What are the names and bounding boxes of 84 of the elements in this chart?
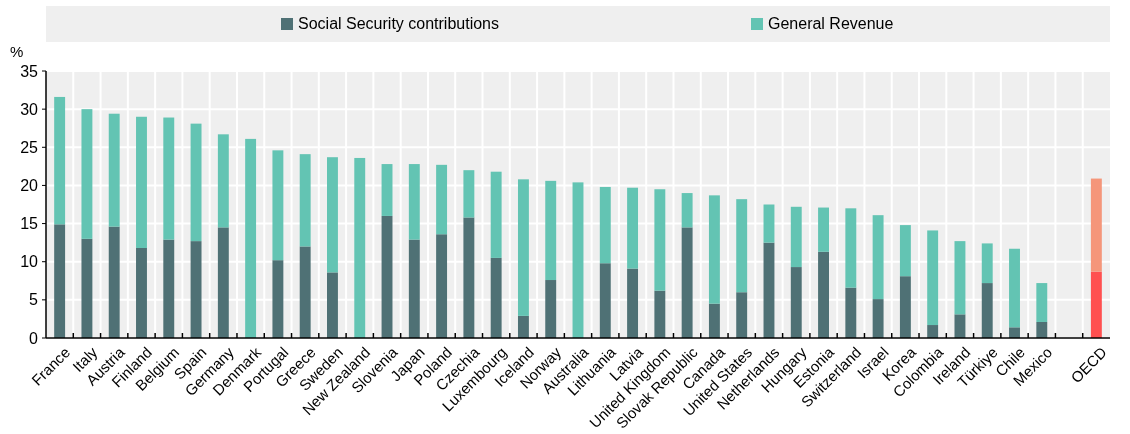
bar xyxy=(1090,271,1102,338)
bar xyxy=(545,180,557,281)
bar xyxy=(217,134,229,228)
bar xyxy=(572,182,584,338)
bar xyxy=(1009,327,1020,338)
bar xyxy=(654,290,666,338)
bar xyxy=(190,123,202,242)
bar xyxy=(708,303,720,338)
bar xyxy=(436,164,448,235)
y-axis-title: % xyxy=(10,43,24,60)
bar xyxy=(627,268,639,338)
bar xyxy=(872,299,884,338)
bar xyxy=(272,150,284,261)
bar xyxy=(463,217,475,338)
bar xyxy=(1009,248,1020,328)
bar xyxy=(599,263,611,338)
bar xyxy=(818,207,829,252)
y-tick-label: 0 xyxy=(29,329,39,347)
bar xyxy=(954,241,966,315)
y-tick-label: 10 xyxy=(20,253,39,271)
y-tick-label: 35 xyxy=(20,62,39,80)
bar xyxy=(381,215,393,338)
bar xyxy=(708,195,720,304)
bar xyxy=(763,242,775,338)
bar xyxy=(927,325,939,338)
bar xyxy=(954,314,966,338)
y-tick-label: 30 xyxy=(20,100,39,118)
bar xyxy=(545,280,557,338)
y-tick-label: 15 xyxy=(20,215,39,233)
bar xyxy=(872,215,884,300)
bar xyxy=(327,157,338,273)
bar xyxy=(54,96,66,225)
bar xyxy=(1036,321,1048,338)
bar xyxy=(517,315,529,338)
bar xyxy=(408,164,420,240)
y-tick-label: 20 xyxy=(20,177,39,195)
bar xyxy=(299,154,311,247)
bar xyxy=(436,234,448,338)
bar xyxy=(490,171,502,258)
bar xyxy=(599,186,611,264)
bar xyxy=(981,283,993,338)
bar xyxy=(217,227,229,338)
bar xyxy=(681,193,693,228)
bar xyxy=(627,187,639,269)
bar xyxy=(845,208,857,288)
bar xyxy=(490,257,502,338)
bar xyxy=(463,170,475,218)
y-tick-label: 5 xyxy=(29,291,39,309)
bar xyxy=(763,204,775,243)
bar xyxy=(1090,178,1102,272)
bar xyxy=(81,238,93,338)
bar xyxy=(899,276,911,338)
legend-label: General Revenue xyxy=(768,15,894,32)
bar xyxy=(272,260,284,338)
bar xyxy=(818,251,829,338)
bar xyxy=(981,243,993,284)
bar xyxy=(81,109,93,239)
bar xyxy=(927,230,939,326)
bar xyxy=(136,116,147,248)
bar xyxy=(245,138,257,338)
y-tick-label: 25 xyxy=(20,138,39,156)
bar xyxy=(408,239,420,338)
bar xyxy=(899,225,911,277)
bar xyxy=(790,267,802,338)
bar xyxy=(108,113,120,227)
bar xyxy=(54,224,66,338)
legend-label: Social Security contributions xyxy=(298,15,499,32)
bar xyxy=(790,206,802,268)
bar xyxy=(736,199,748,293)
bar xyxy=(736,292,748,338)
bar xyxy=(1036,283,1048,322)
bar xyxy=(327,272,338,338)
bar xyxy=(654,189,666,291)
bar xyxy=(136,247,147,338)
bar xyxy=(845,287,857,338)
bar xyxy=(190,241,202,338)
bar xyxy=(517,179,529,316)
bar xyxy=(354,157,366,338)
bar xyxy=(681,227,693,338)
bar xyxy=(381,164,393,216)
bar xyxy=(163,117,175,240)
bar xyxy=(163,239,175,338)
bar xyxy=(299,246,311,338)
bar xyxy=(108,226,120,338)
